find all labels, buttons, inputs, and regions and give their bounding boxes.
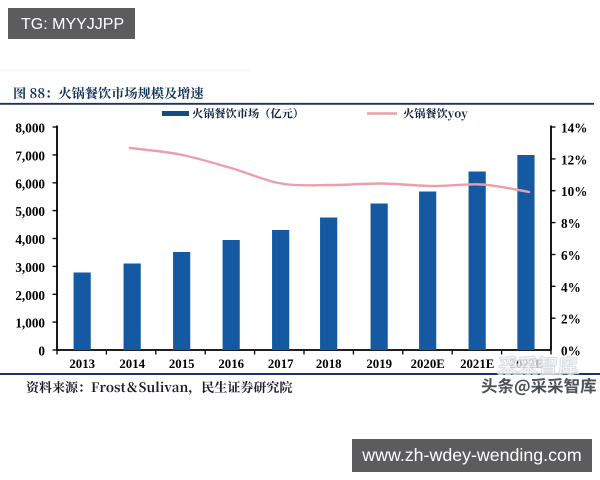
svg-text:6,000: 6,000 [15, 176, 45, 191]
svg-text:TG: MYYJJPP: TG: MYYJJPP [21, 16, 124, 33]
svg-text:2015: 2015 [169, 357, 195, 371]
svg-text:2013: 2013 [69, 357, 95, 371]
svg-text:2016: 2016 [218, 357, 244, 371]
svg-text:2018: 2018 [316, 357, 342, 371]
svg-text:0: 0 [38, 344, 45, 359]
svg-text:14%: 14% [561, 121, 587, 136]
svg-text:6%: 6% [561, 248, 581, 263]
svg-text:2020E: 2020E [411, 357, 445, 371]
svg-text:5,000: 5,000 [15, 204, 45, 219]
svg-text:2014: 2014 [119, 357, 145, 371]
svg-text:2019: 2019 [366, 357, 392, 371]
svg-text:10%: 10% [561, 184, 587, 199]
svg-text:7,000: 7,000 [15, 148, 45, 163]
svg-text:12%: 12% [561, 152, 587, 167]
svg-text:2017: 2017 [268, 357, 294, 371]
svg-text:4%: 4% [561, 280, 581, 295]
svg-text:3,000: 3,000 [15, 260, 45, 275]
svg-text:1,000: 1,000 [15, 316, 45, 331]
svg-text:4,000: 4,000 [15, 232, 45, 247]
svg-text:8,000: 8,000 [15, 121, 45, 136]
svg-text:www.zh-wdey-wending.com: www.zh-wdey-wending.com [361, 445, 581, 465]
svg-text:2021E: 2021E [460, 357, 494, 371]
svg-text:8%: 8% [561, 216, 581, 231]
svg-text:2%: 2% [561, 312, 581, 327]
svg-text:2,000: 2,000 [15, 288, 45, 303]
